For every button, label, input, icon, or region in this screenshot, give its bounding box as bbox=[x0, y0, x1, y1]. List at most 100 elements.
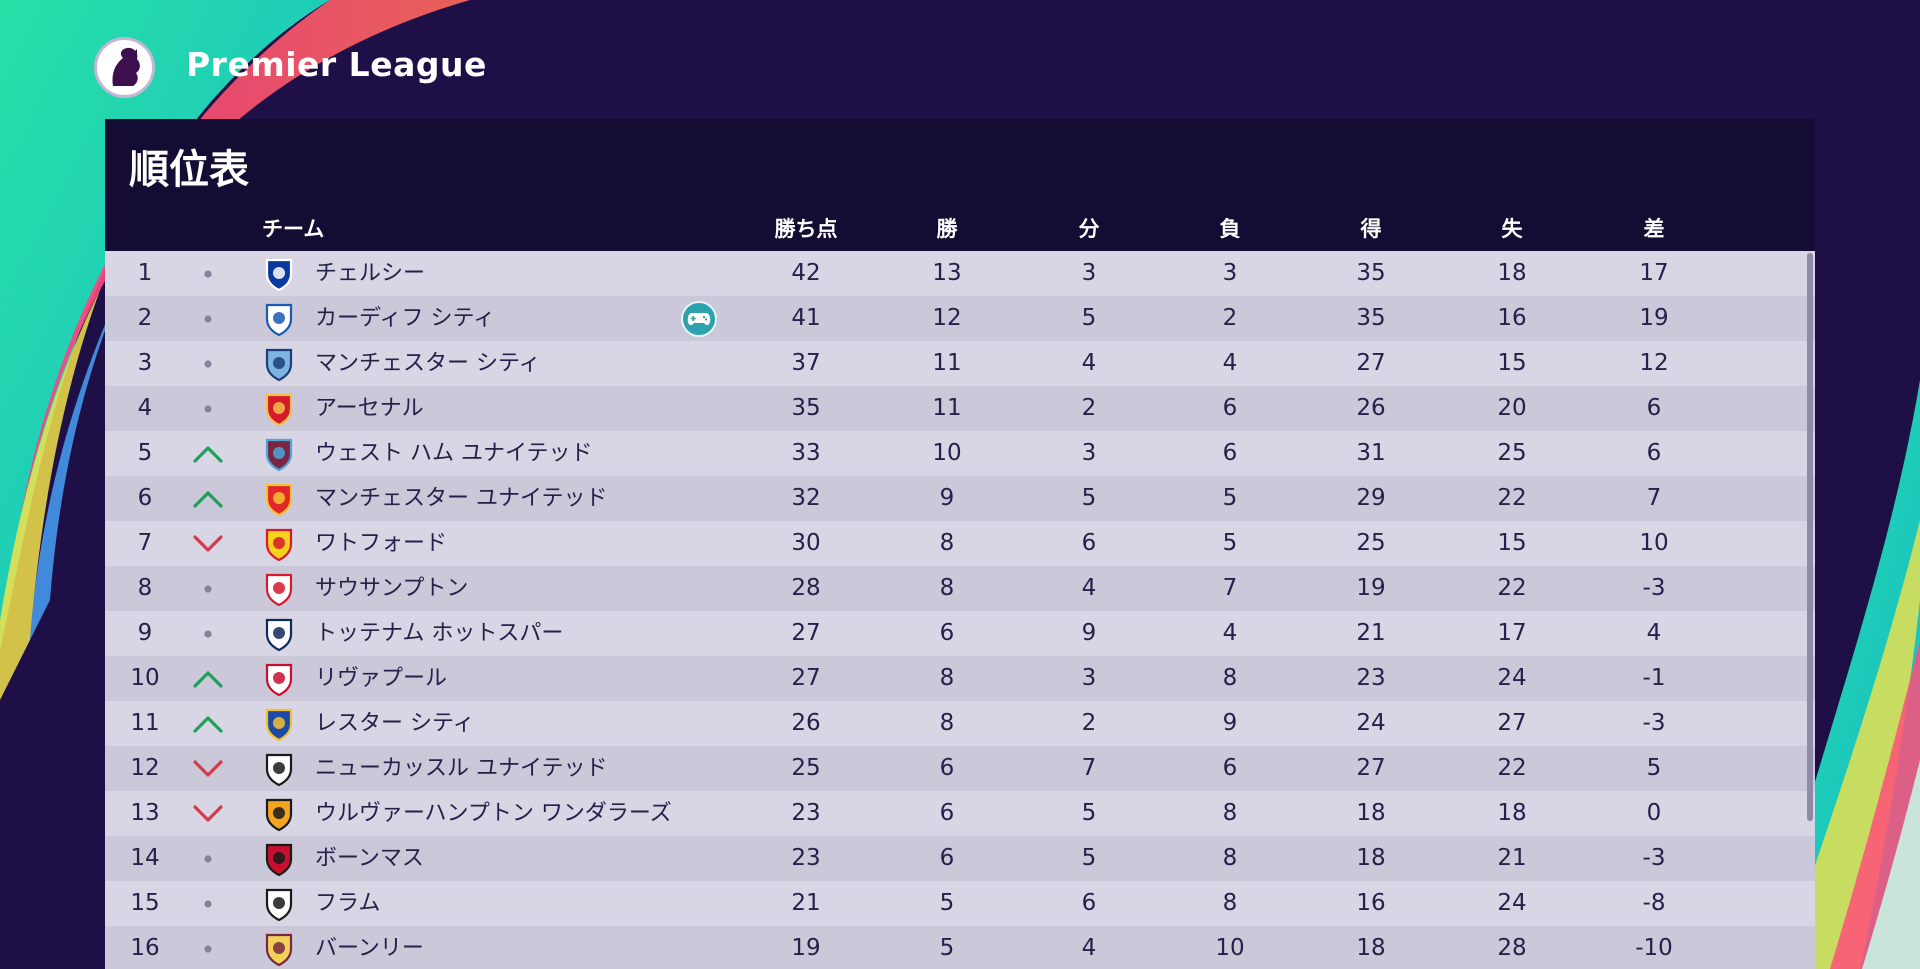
rank: 6 bbox=[137, 485, 153, 511]
trend-same-icon bbox=[183, 881, 233, 926]
table-row[interactable]: 6 マンチェスター ユナイテッド 32 9 5 5 29 22 7 bbox=[105, 476, 1815, 521]
points: 25 bbox=[791, 755, 821, 781]
table-row[interactable]: 5 ウェスト ハム ユナイテッド 33 10 3 6 31 25 6 bbox=[105, 431, 1815, 476]
team-name: ワトフォード bbox=[315, 531, 448, 556]
table-row[interactable]: 4 アーセナル 35 11 2 6 26 20 6 bbox=[105, 386, 1815, 431]
trend-same-icon bbox=[183, 341, 233, 386]
team-name: マンチェスター ユナイテッド bbox=[315, 486, 608, 511]
wolves-crest-icon bbox=[261, 796, 297, 832]
lost: 7 bbox=[1222, 575, 1238, 601]
goals-for: 26 bbox=[1356, 395, 1386, 421]
goals-against: 20 bbox=[1497, 395, 1527, 421]
goals-against: 15 bbox=[1497, 350, 1527, 376]
lost: 5 bbox=[1222, 485, 1238, 511]
drawn: 4 bbox=[1081, 350, 1097, 376]
table-row[interactable]: 8 サウサンプトン 28 8 4 7 19 22 -3 bbox=[105, 566, 1815, 611]
won: 5 bbox=[939, 890, 955, 916]
won: 6 bbox=[939, 800, 955, 826]
table-header: チーム 勝ち点 勝 分 負 得 失 差 bbox=[105, 207, 1815, 251]
team-name: バーンリー bbox=[315, 936, 424, 961]
trend-same-icon bbox=[183, 251, 233, 296]
won: 5 bbox=[939, 935, 955, 961]
goals-against: 22 bbox=[1497, 575, 1527, 601]
table-row[interactable]: 14 ボーンマス 23 6 5 8 18 21 -3 bbox=[105, 836, 1815, 881]
points: 27 bbox=[791, 620, 821, 646]
rank: 4 bbox=[137, 395, 153, 421]
drawn: 5 bbox=[1081, 800, 1097, 826]
goals-for: 27 bbox=[1356, 755, 1386, 781]
bournemouth-crest-icon bbox=[261, 841, 297, 877]
lost: 8 bbox=[1222, 665, 1238, 691]
points: 42 bbox=[791, 260, 821, 286]
leicester-crest-icon bbox=[261, 706, 297, 742]
points: 23 bbox=[791, 800, 821, 826]
scrollbar[interactable] bbox=[1807, 253, 1813, 821]
drawn: 3 bbox=[1081, 440, 1097, 466]
table-row[interactable]: 1 チェルシー 42 13 3 3 35 18 17 bbox=[105, 251, 1815, 296]
team-name: カーディフ シティ bbox=[315, 306, 496, 331]
goals-against: 17 bbox=[1497, 620, 1527, 646]
goal-diff: -8 bbox=[1642, 890, 1666, 916]
won: 6 bbox=[939, 755, 955, 781]
goals-against: 24 bbox=[1497, 665, 1527, 691]
trend-up-icon bbox=[183, 431, 233, 476]
goals-against: 27 bbox=[1497, 710, 1527, 736]
table-row[interactable]: 9 トッテナム ホットスパー 27 6 9 4 21 17 4 bbox=[105, 611, 1815, 656]
drawn: 3 bbox=[1081, 665, 1097, 691]
lost: 8 bbox=[1222, 845, 1238, 871]
gamepad-icon bbox=[681, 301, 717, 337]
points: 37 bbox=[791, 350, 821, 376]
column-header-goal-diff: 差 bbox=[1643, 217, 1665, 241]
goal-diff: 6 bbox=[1646, 395, 1662, 421]
rank: 11 bbox=[130, 710, 160, 736]
rank: 7 bbox=[137, 530, 153, 556]
drawn: 4 bbox=[1081, 935, 1097, 961]
goals-against: 16 bbox=[1497, 305, 1527, 331]
table-row[interactable]: 10 リヴァプール 27 8 3 8 23 24 -1 bbox=[105, 656, 1815, 701]
lost: 6 bbox=[1222, 755, 1238, 781]
rank: 9 bbox=[137, 620, 153, 646]
goal-diff: 12 bbox=[1639, 350, 1669, 376]
table-row[interactable]: 12 ニューカッスル ユナイテッド 25 6 7 6 27 22 5 bbox=[105, 746, 1815, 791]
goals-for: 31 bbox=[1356, 440, 1386, 466]
goals-for: 19 bbox=[1356, 575, 1386, 601]
cardiff-crest-icon bbox=[261, 301, 297, 337]
team-name: トッテナム ホットスパー bbox=[315, 621, 564, 646]
goal-diff: -3 bbox=[1642, 710, 1666, 736]
newcastle-crest-icon bbox=[261, 751, 297, 787]
won: 8 bbox=[939, 665, 955, 691]
table-row[interactable]: 15 フラム 21 5 6 8 16 24 -8 bbox=[105, 881, 1815, 926]
won: 8 bbox=[939, 575, 955, 601]
goal-diff: -3 bbox=[1642, 575, 1666, 601]
panel-title: 順位表 bbox=[129, 147, 249, 193]
table-row[interactable]: 3 マンチェスター シティ 37 11 4 4 27 15 12 bbox=[105, 341, 1815, 386]
team-name: ボーンマス bbox=[315, 846, 424, 871]
burnley-crest-icon bbox=[261, 931, 297, 967]
table-row[interactable]: 11 レスター シティ 26 8 2 9 24 27 -3 bbox=[105, 701, 1815, 746]
trend-same-icon bbox=[183, 566, 233, 611]
team-name: フラム bbox=[315, 891, 381, 916]
watford-crest-icon bbox=[261, 526, 297, 562]
drawn: 2 bbox=[1081, 395, 1097, 421]
goal-diff: 0 bbox=[1646, 800, 1662, 826]
trend-down-icon bbox=[183, 746, 233, 791]
trend-down-icon bbox=[183, 521, 233, 566]
table-row[interactable]: 16 バーンリー 19 5 4 10 18 28 -10 bbox=[105, 926, 1815, 969]
column-header-won: 勝 bbox=[936, 217, 958, 241]
points: 33 bbox=[791, 440, 821, 466]
won: 12 bbox=[932, 305, 962, 331]
won: 10 bbox=[932, 440, 962, 466]
goals-against: 18 bbox=[1497, 800, 1527, 826]
goals-against: 18 bbox=[1497, 260, 1527, 286]
table-row[interactable]: 2 カーディフ シティ 41 12 5 2 35 16 19 bbox=[105, 296, 1815, 341]
rank: 15 bbox=[130, 890, 160, 916]
table-row[interactable]: 13 ウルヴァーハンプトン ワンダラーズ 23 6 5 8 18 18 0 bbox=[105, 791, 1815, 836]
lost: 4 bbox=[1222, 350, 1238, 376]
goals-for: 29 bbox=[1356, 485, 1386, 511]
standings-table: 1 チェルシー 42 13 3 3 35 18 17 2 カーディフ シティ 41 12 5 2 35 16 19… bbox=[105, 251, 1815, 969]
trend-up-icon bbox=[183, 656, 233, 701]
rank: 10 bbox=[130, 665, 160, 691]
goals-for: 21 bbox=[1356, 620, 1386, 646]
team-name: サウサンプトン bbox=[315, 576, 469, 601]
table-row[interactable]: 7 ワトフォード 30 8 6 5 25 15 10 bbox=[105, 521, 1815, 566]
